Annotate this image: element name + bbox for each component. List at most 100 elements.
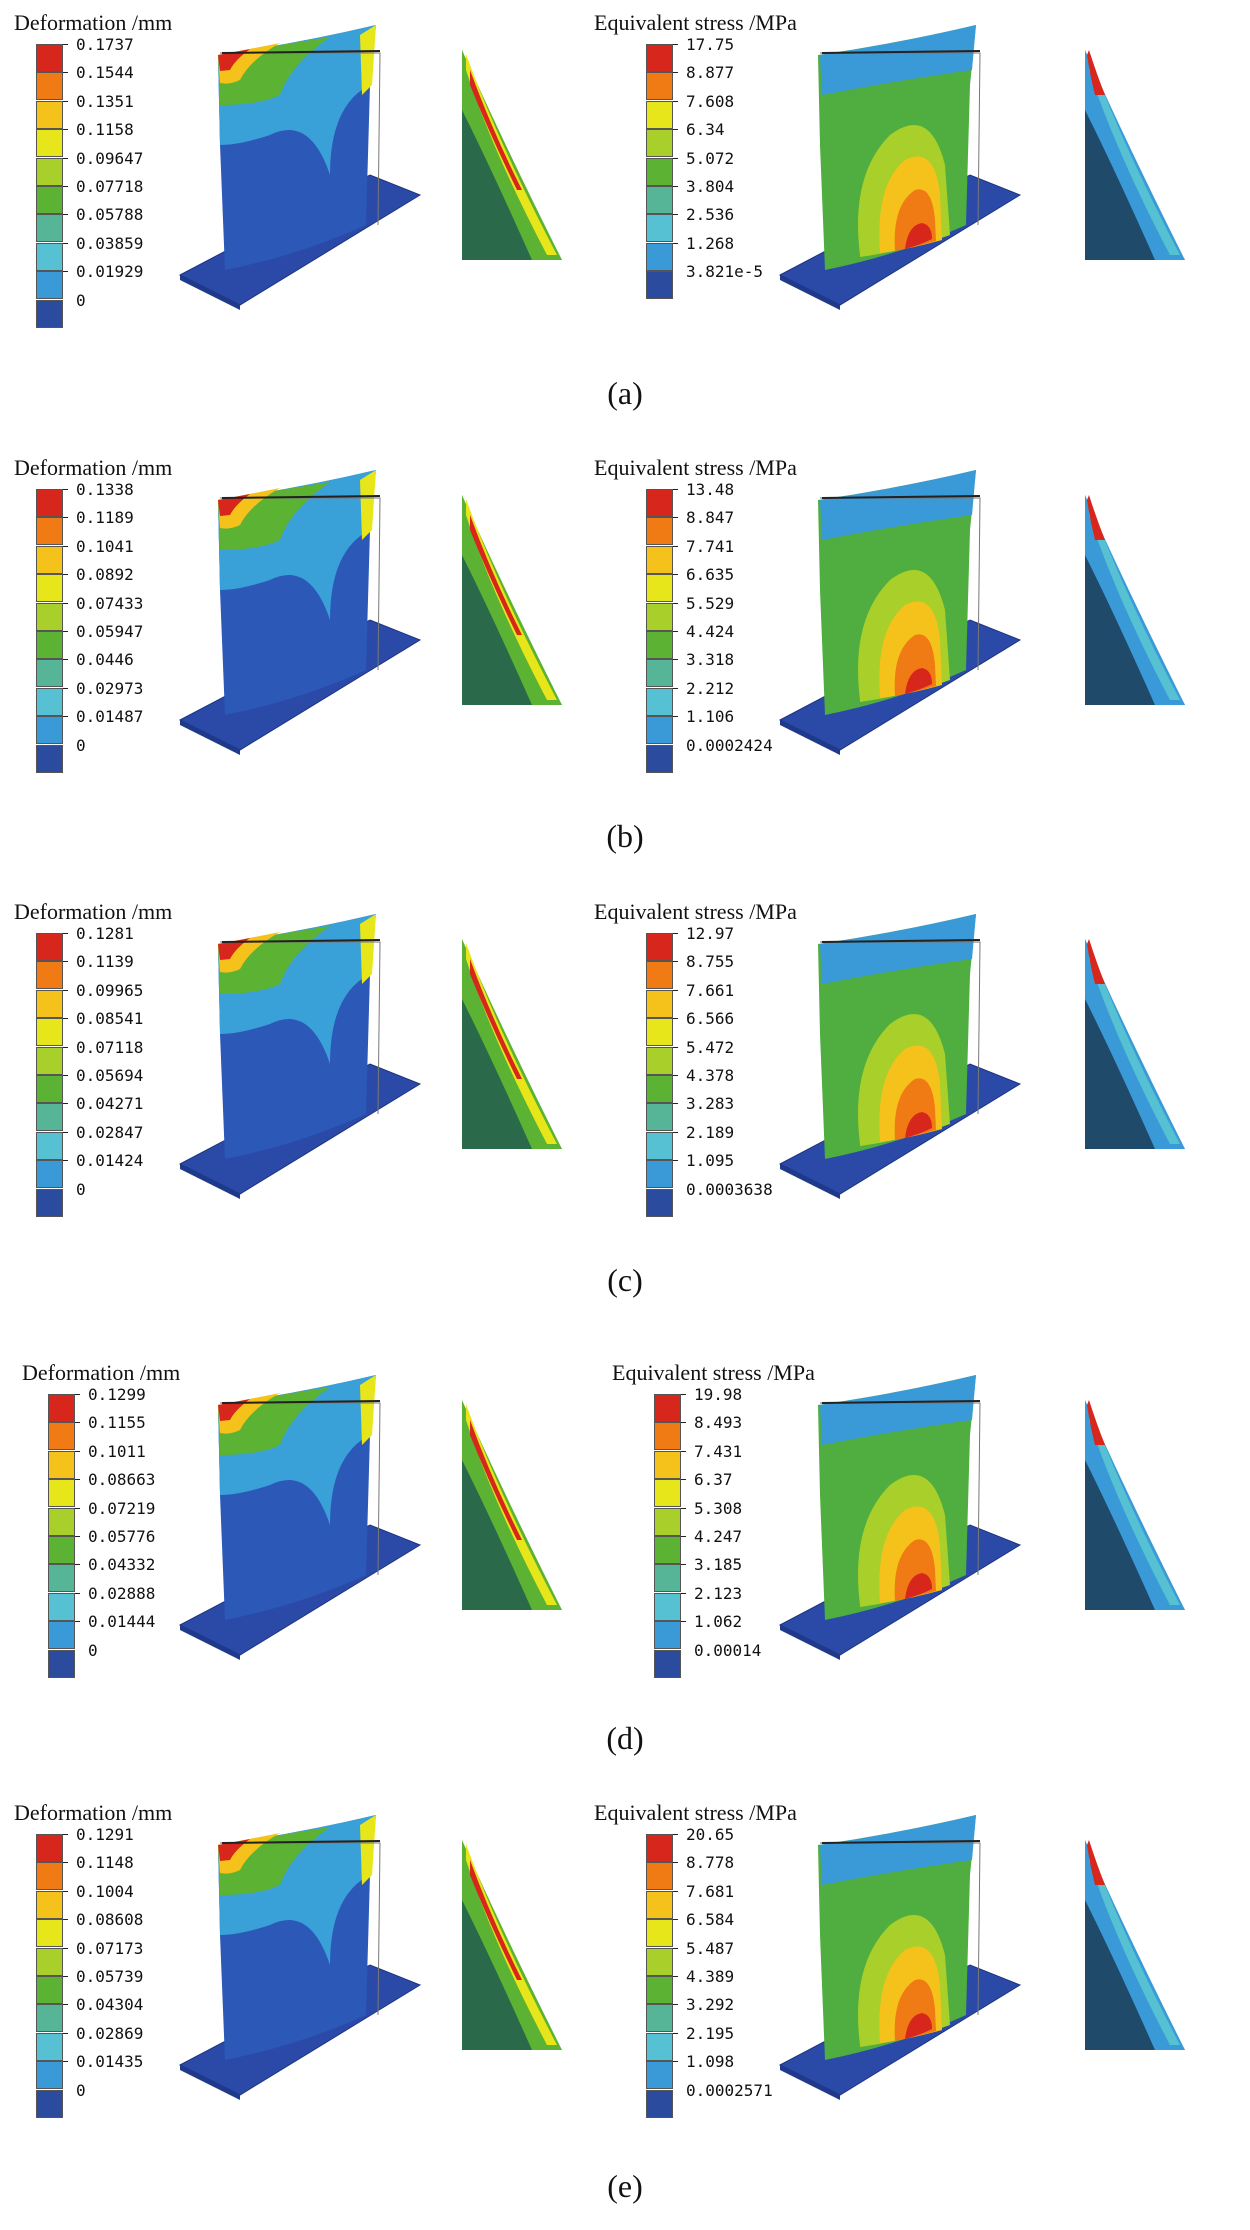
stress-section (1085, 1840, 1185, 2050)
legend-swatch (646, 186, 673, 214)
legend-swatch (646, 989, 673, 1018)
tip-outline (821, 1400, 981, 1404)
legend-tick (63, 489, 68, 490)
legend-value: 1.098 (686, 2052, 735, 2072)
section-body (1085, 939, 1185, 1149)
legend-swatch (646, 489, 673, 517)
legend-tick (63, 631, 68, 632)
deform-zone-peak (218, 494, 250, 516)
section-body (1085, 1840, 1185, 2050)
deformation-blade (178, 1375, 422, 1660)
legend-value: 19.98 (694, 1385, 743, 1404)
legend-value: 17.75 (686, 35, 735, 54)
panel-a: Deformation /mm Equivalent stress /MPa 0.1… (0, 0, 1250, 440)
legend-tick (681, 1479, 686, 1481)
legend-value: 5.072 (686, 148, 735, 168)
stress-section (1085, 495, 1185, 705)
deform-zone-peak (218, 49, 250, 71)
deformation-section (462, 50, 562, 260)
legend-value: 5.308 (694, 1498, 743, 1518)
legend-swatch (654, 1394, 681, 1422)
legend-swatch (646, 1862, 673, 1891)
legend-swatch (36, 242, 63, 271)
legend-value: 5.472 (686, 1037, 735, 1057)
legend-tick (63, 1919, 68, 1921)
legend-value: 0.1281 (76, 924, 134, 943)
tip-outline (821, 50, 981, 54)
legend-tick (63, 574, 68, 576)
legend-tick (63, 716, 68, 718)
deformation-section (462, 495, 562, 705)
legend-tick (63, 545, 68, 547)
legend-swatch (36, 72, 63, 101)
legend-swatch (36, 489, 63, 517)
legend-value: 3.283 (686, 1094, 735, 1114)
legend-swatch (36, 299, 63, 328)
deform-zone-peak (218, 1399, 250, 1421)
legend-value: 0.1155 (88, 1413, 146, 1433)
legend-swatch (36, 687, 63, 716)
legend-tick (673, 1890, 678, 1892)
panel-caption: (a) (607, 375, 643, 411)
legend-value: 8.847 (686, 508, 735, 528)
legend-tick (63, 1103, 68, 1105)
legend-value: 0.05694 (76, 1066, 144, 1085)
legend-swatch (36, 1075, 63, 1103)
legend-swatch (646, 1976, 673, 2004)
legend-tick (673, 1103, 678, 1105)
deformation-legend-title: Deformation /mm (14, 899, 173, 924)
legend-tick (63, 2032, 68, 2034)
section-body (462, 1400, 562, 1610)
legend-swatch (48, 1649, 75, 1678)
stress-zone-peak (905, 668, 932, 694)
legend-swatch (36, 716, 63, 745)
legend-tick (673, 1862, 678, 1864)
legend-tick (673, 1976, 678, 1977)
legend-swatch (36, 1947, 63, 1976)
deform-edge-tip (360, 25, 376, 95)
legend-tick (673, 72, 678, 74)
legend-swatch (654, 1621, 681, 1650)
legend-value: 0.0446 (76, 650, 134, 670)
legend-value: 0.01444 (88, 1612, 156, 1632)
legend-value: 0.07718 (76, 177, 144, 196)
legend-swatch (646, 631, 673, 659)
base-plate-edge (180, 275, 240, 310)
legend-tick (673, 186, 678, 187)
legend-value: 0.1158 (76, 120, 134, 140)
legend-value: 6.34 (686, 120, 725, 140)
legend-swatch (48, 1592, 75, 1621)
legend-swatch (36, 129, 63, 158)
legend-value: 0.00014 (694, 1640, 762, 1660)
legend-swatch (646, 744, 673, 773)
legend-tick (63, 1046, 68, 1048)
legend-value: 2.123 (694, 1583, 743, 1603)
legend-tick (63, 1075, 68, 1076)
legend-swatch (36, 961, 63, 990)
legend-swatch (646, 2004, 673, 2033)
section-hotspot (1087, 1840, 1105, 1885)
legend-tick (63, 129, 68, 131)
stress-blade (778, 25, 1022, 310)
legend-value: 0.07433 (76, 593, 144, 613)
deformation-blade (178, 1815, 422, 2100)
stress-blade (778, 914, 1022, 1199)
legend-value: 0.02847 (76, 1122, 144, 1142)
legend-swatch (36, 44, 63, 72)
legend-value: 0.05739 (76, 1967, 144, 1986)
legend-tick (681, 1536, 686, 1537)
legend-value: 0.1338 (76, 480, 134, 499)
base-plate-edge (180, 1164, 240, 1199)
legend-tick (75, 1394, 80, 1395)
legend-tick (673, 574, 678, 576)
legend-swatch (654, 1422, 681, 1451)
section-hotspot (1087, 50, 1105, 95)
legend-swatch (654, 1592, 681, 1621)
stress-zone-peak (905, 1112, 932, 1138)
legend-value: 2.212 (686, 678, 735, 698)
stress-legend-title: Equivalent stress /MPa (594, 455, 797, 480)
legend-swatch (36, 517, 63, 546)
legend-swatch (646, 242, 673, 271)
panel-graphics (178, 470, 1185, 755)
legend-tick (63, 1834, 68, 1835)
